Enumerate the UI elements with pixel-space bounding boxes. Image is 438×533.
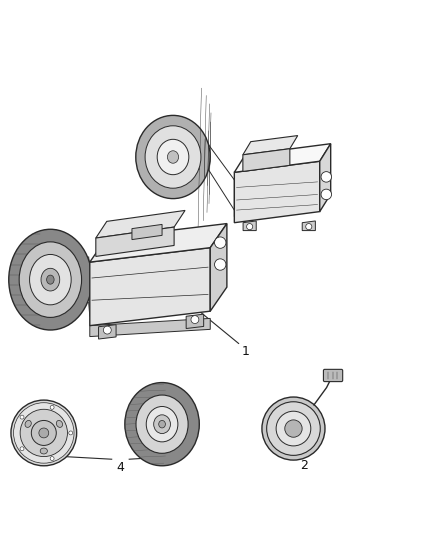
Circle shape — [14, 403, 74, 463]
Text: 4: 4 — [117, 462, 124, 474]
Polygon shape — [90, 318, 210, 336]
Polygon shape — [320, 144, 331, 212]
Ellipse shape — [262, 397, 325, 460]
Circle shape — [321, 189, 332, 200]
Polygon shape — [243, 135, 298, 155]
Circle shape — [306, 223, 312, 230]
Ellipse shape — [136, 395, 188, 453]
Polygon shape — [243, 221, 256, 231]
Circle shape — [321, 172, 332, 182]
Polygon shape — [243, 149, 290, 172]
FancyBboxPatch shape — [323, 369, 343, 382]
Ellipse shape — [276, 411, 311, 446]
Ellipse shape — [136, 115, 210, 199]
Polygon shape — [210, 223, 227, 311]
Polygon shape — [90, 248, 210, 326]
Ellipse shape — [46, 275, 54, 284]
Ellipse shape — [125, 383, 199, 466]
Circle shape — [247, 223, 253, 230]
Polygon shape — [302, 221, 315, 231]
Ellipse shape — [145, 126, 201, 188]
Polygon shape — [186, 314, 204, 328]
Polygon shape — [234, 161, 320, 223]
Ellipse shape — [9, 229, 92, 330]
Ellipse shape — [154, 415, 170, 433]
Text: 1: 1 — [241, 345, 249, 358]
Polygon shape — [96, 227, 174, 256]
Polygon shape — [96, 211, 185, 238]
Ellipse shape — [25, 421, 31, 427]
Circle shape — [20, 409, 67, 457]
Polygon shape — [99, 325, 116, 339]
Circle shape — [50, 406, 54, 409]
Ellipse shape — [167, 151, 179, 163]
Circle shape — [50, 457, 54, 461]
Ellipse shape — [267, 402, 320, 455]
Circle shape — [20, 415, 24, 419]
Circle shape — [103, 326, 111, 334]
Circle shape — [39, 428, 49, 438]
Circle shape — [32, 421, 56, 446]
Polygon shape — [234, 167, 320, 216]
Ellipse shape — [40, 448, 47, 454]
Circle shape — [191, 316, 199, 324]
Ellipse shape — [57, 421, 63, 427]
Circle shape — [20, 447, 24, 451]
Ellipse shape — [285, 420, 302, 437]
Ellipse shape — [159, 421, 166, 428]
Polygon shape — [132, 224, 162, 239]
Circle shape — [69, 431, 73, 435]
Text: 2: 2 — [300, 459, 308, 472]
Circle shape — [215, 259, 226, 270]
Circle shape — [11, 400, 77, 466]
Ellipse shape — [157, 139, 189, 175]
Polygon shape — [90, 223, 227, 262]
Polygon shape — [234, 144, 331, 172]
Ellipse shape — [30, 254, 71, 305]
Circle shape — [215, 237, 226, 248]
Ellipse shape — [41, 268, 60, 291]
Ellipse shape — [146, 407, 178, 442]
Ellipse shape — [19, 242, 81, 318]
